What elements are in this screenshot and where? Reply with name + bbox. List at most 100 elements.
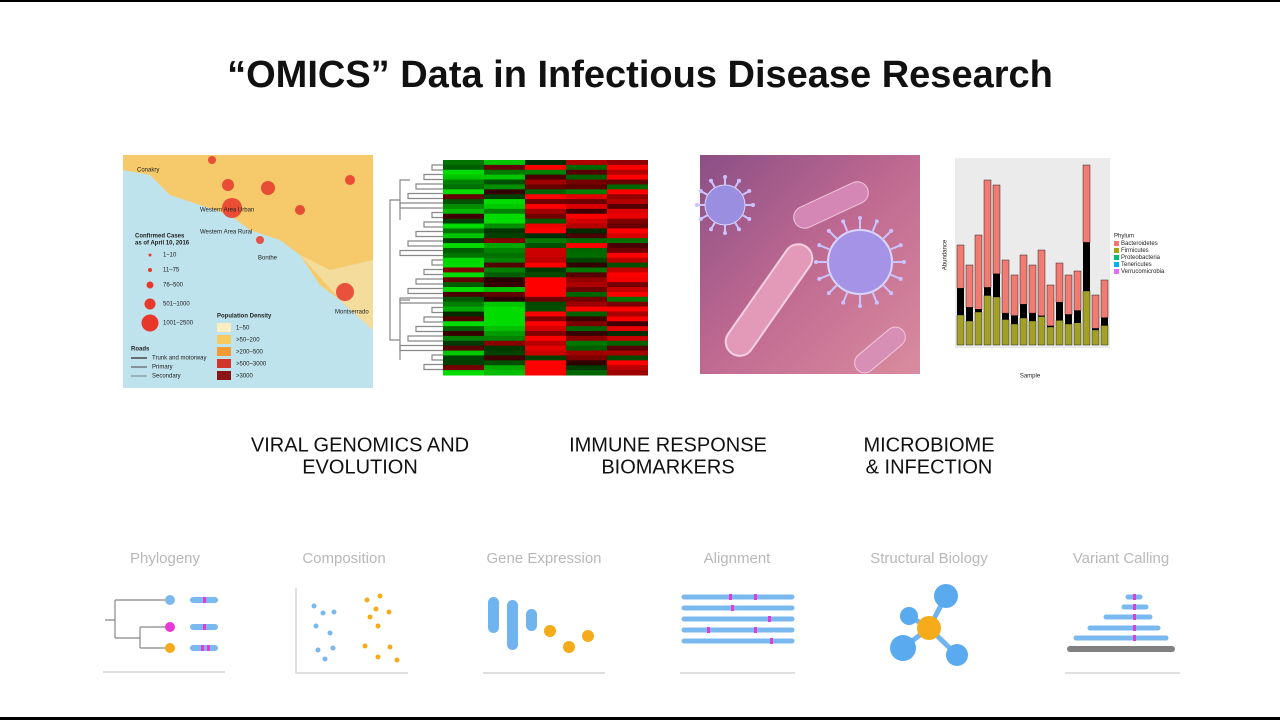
bar-segment <box>1046 284 1055 327</box>
heat-cell <box>607 311 648 317</box>
heat-cell <box>525 301 566 308</box>
spike-tip <box>747 217 752 221</box>
heat-cell <box>607 208 648 215</box>
spike-tip <box>826 291 831 296</box>
heat-cell <box>566 277 607 283</box>
legend-title: Confirmed Cases <box>135 234 185 240</box>
heat-cell <box>443 345 484 352</box>
bar-segment <box>1082 290 1091 346</box>
bar-segment <box>1091 329 1100 346</box>
spike-tip <box>695 203 699 207</box>
heat-cell <box>484 223 525 229</box>
heat-cell <box>525 179 566 185</box>
bar-segment <box>1028 264 1037 314</box>
point <box>313 623 319 629</box>
heat-cell <box>484 203 525 210</box>
heat-cell <box>607 331 648 337</box>
heat-cell <box>607 282 648 288</box>
variant-calling-icon <box>1065 594 1180 674</box>
top-border <box>0 0 1280 2</box>
bar-segment <box>1010 323 1019 346</box>
heat-cell <box>607 370 648 376</box>
spike-tip <box>902 260 906 264</box>
heat-cell <box>607 365 648 371</box>
dot <box>582 630 594 642</box>
legend-swatch <box>1114 269 1119 274</box>
heat-cell <box>566 291 607 298</box>
heatmap <box>389 160 648 376</box>
heat-cell <box>566 296 607 303</box>
heat-cell <box>525 272 566 278</box>
heat-cell <box>566 223 607 229</box>
heat-cell <box>607 287 648 293</box>
bar-segment <box>974 234 983 310</box>
road-type: Primary <box>152 365 173 371</box>
legend-entry: Firmicutes <box>1121 248 1149 254</box>
heat-cell <box>484 218 525 225</box>
road-type: Secondary <box>152 374 181 380</box>
spike-tip <box>898 276 903 281</box>
heat-cell <box>566 340 607 347</box>
heat-cell <box>484 326 525 332</box>
heat-cell <box>484 355 525 361</box>
atom <box>917 616 941 640</box>
case-circle <box>256 236 264 244</box>
heat-cell <box>484 282 525 288</box>
density-class: >3000 <box>236 374 254 380</box>
heat-cell <box>443 355 484 361</box>
heat-cell <box>525 213 566 220</box>
bar-segment <box>993 273 1000 297</box>
heat-cell <box>484 291 525 298</box>
seq-marks <box>201 597 210 651</box>
mark <box>707 627 710 633</box>
bar-segment <box>956 314 965 346</box>
map-land <box>123 155 373 330</box>
heat-cell <box>525 340 566 347</box>
heat-cell <box>443 350 484 356</box>
heat-cell <box>484 228 525 234</box>
dendrogram <box>399 344 443 352</box>
heat-cell <box>566 345 607 352</box>
case-class: 501–1000 <box>163 302 190 308</box>
heat-cell <box>525 355 566 361</box>
bar-segment <box>1037 249 1046 316</box>
bar-segment <box>992 184 1001 274</box>
heat-cell <box>607 267 648 273</box>
heat-cell <box>566 233 607 239</box>
bar-segment <box>1092 328 1099 330</box>
heat-cell <box>566 164 607 171</box>
dendrogram <box>431 259 443 266</box>
legend-swatch <box>1114 248 1119 253</box>
heat-cell <box>525 194 566 200</box>
heat-cell <box>525 252 566 259</box>
bar-segment <box>965 320 974 346</box>
heat-cell <box>566 174 607 181</box>
spike <box>871 220 878 233</box>
heat-cell <box>525 184 566 190</box>
density-class: 1–50 <box>236 326 250 332</box>
heat-cell <box>607 316 648 322</box>
spike <box>889 273 902 280</box>
spike-tip <box>709 178 713 183</box>
tool-label: Structural Biology <box>870 550 988 567</box>
panel-label: BIOMARKERS <box>601 456 734 478</box>
legend-title: Roads <box>131 347 150 353</box>
case-class: 11–75 <box>163 268 180 274</box>
place: Western Area Rural <box>200 230 252 236</box>
bar <box>526 609 537 631</box>
heat-cell <box>484 262 525 268</box>
place: Bonthe <box>258 256 278 262</box>
heat-cell <box>566 311 607 317</box>
case-legend: 1–10 11–75 76–500 501–1000 1001–2500 <box>141 253 194 332</box>
point <box>373 606 379 612</box>
bar-segment <box>1064 274 1073 315</box>
bottom-border <box>0 717 1280 720</box>
heat-cell <box>607 252 648 259</box>
bar-segment <box>965 264 974 308</box>
density-swatch <box>217 359 231 368</box>
dendrogram <box>407 287 443 295</box>
dendrogram <box>423 221 443 228</box>
heat-cell <box>443 184 484 190</box>
bar-segment <box>1028 320 1037 346</box>
